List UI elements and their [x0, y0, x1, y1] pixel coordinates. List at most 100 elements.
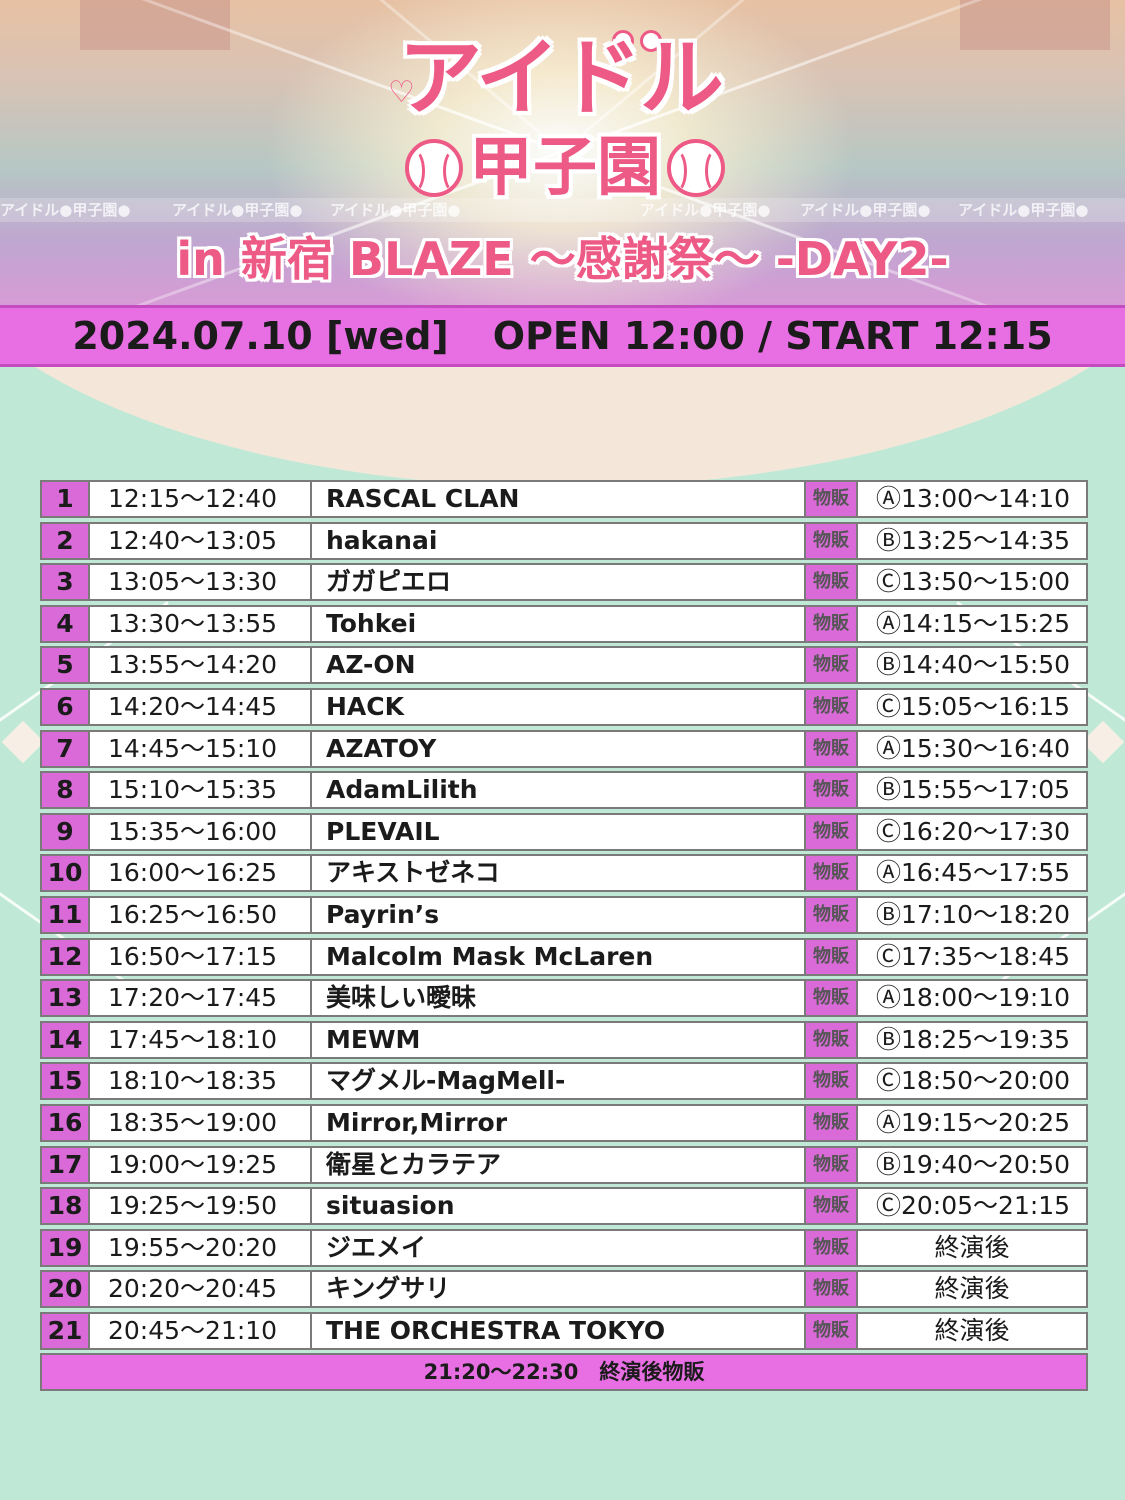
- goods-time: Ⓑ18:25～19:35: [876, 1024, 1071, 1054]
- artist-name: Tohkei: [312, 606, 806, 641]
- performance-time: 19:25～19:50: [90, 1189, 312, 1224]
- goods-time: Ⓒ18:50～20:00: [876, 1066, 1071, 1096]
- stadium-sign-right: [960, 0, 1110, 50]
- table-row: 19 19:55～20:20 ジエメイ 物販 終演後: [40, 1228, 1088, 1267]
- goods-time: Ⓒ16:20～17:30: [876, 816, 1071, 846]
- timetable: 1 12:15～12:40 RASCAL CLAN 物販 Ⓐ13:00～14:10 2 12…: [40, 480, 1088, 1392]
- table-row: 9 15:35～16:00 PLEVAIL 物販 Ⓒ16:20～17:30: [40, 812, 1088, 851]
- performance-time: 19:00～19:25: [90, 1147, 312, 1182]
- artist-name: HACK: [312, 689, 806, 724]
- performance-time: 13:05～13:30: [90, 565, 312, 600]
- slot-number: 12: [42, 939, 90, 974]
- artist-name: AdamLilith: [312, 773, 806, 808]
- performance-time: 15:35～16:00: [90, 814, 312, 849]
- table-row: 7 14:45～15:10 AZATOY 物販 Ⓐ15:30～16:40: [40, 729, 1088, 768]
- slot-number: 6: [42, 689, 90, 724]
- band-text: アイドル●甲子園●: [640, 201, 771, 219]
- slot-number: 4: [42, 606, 90, 641]
- artist-name: キングサリ: [312, 1272, 806, 1307]
- baseball-icon: [640, 30, 662, 52]
- goods-label: 物販: [806, 482, 858, 516]
- goods-label: 物販: [806, 523, 858, 558]
- performance-time: 12:15～12:40: [90, 482, 312, 516]
- infield-dirt: [0, 367, 1125, 487]
- goods-time: Ⓑ19:40～20:50: [876, 1149, 1071, 1179]
- slot-number: 5: [42, 648, 90, 683]
- goods-time: 終演後: [934, 1232, 1010, 1262]
- repeat-band: [0, 198, 1125, 222]
- goods-label: 物販: [806, 1272, 858, 1307]
- artist-name: Mirror,Mirror: [312, 1105, 806, 1140]
- table-row: 2 12:40～13:05 hakanai 物販 Ⓑ13:25～14:35: [40, 521, 1088, 560]
- table-row: 6 14:20～14:45 HACK 物販 Ⓒ15:05～16:15: [40, 687, 1088, 726]
- table-row: 13 17:20～17:45 美味しい曖昧 物販 Ⓐ18:00～19:10: [40, 979, 1088, 1018]
- slot-number: 16: [42, 1105, 90, 1140]
- event-times: OPEN 12:00 / START 12:15: [492, 314, 1053, 358]
- table-row: 1 12:15～12:40 RASCAL CLAN 物販 Ⓐ13:00～14:10: [40, 480, 1088, 518]
- slot-number: 11: [42, 897, 90, 932]
- slot-number: 15: [42, 1064, 90, 1099]
- artist-name: PLEVAIL: [312, 814, 806, 849]
- table-row: 12 16:50～17:15 Malcolm Mask McLaren 物販 Ⓒ17:3…: [40, 937, 1088, 976]
- performance-time: 19:55～20:20: [90, 1230, 312, 1265]
- band-text: アイドル●甲子園●: [172, 201, 303, 219]
- band-text: アイドル●甲子園●: [800, 201, 931, 219]
- heart-icon: ♡: [388, 75, 415, 110]
- goods-time: 終演後: [934, 1274, 1010, 1304]
- goods-label: 物販: [806, 1022, 858, 1057]
- artist-name: Malcolm Mask McLaren: [312, 939, 806, 974]
- baseball-icon: [405, 139, 463, 197]
- table-row: 20 20:20～20:45 キングサリ 物販 終演後: [40, 1270, 1088, 1309]
- artist-name: hakanai: [312, 523, 806, 558]
- goods-time: Ⓐ16:45～17:55: [876, 858, 1071, 888]
- performance-time: 12:40～13:05: [90, 523, 312, 558]
- goods-label: 物販: [806, 689, 858, 724]
- base-marker: [1081, 720, 1125, 764]
- artist-name: AZATOY: [312, 731, 806, 766]
- goods-label: 物販: [806, 606, 858, 641]
- artist-name: 美味しい曖昧: [312, 981, 806, 1016]
- artist-name: THE ORCHESTRA TOKYO: [312, 1313, 806, 1348]
- band-text: アイドル●甲子園●: [958, 201, 1089, 219]
- artist-name: situasion: [312, 1189, 806, 1224]
- goods-time: Ⓐ14:15～15:25: [876, 608, 1071, 638]
- slot-number: 2: [42, 523, 90, 558]
- artist-name: AZ-ON: [312, 648, 806, 683]
- goods-label: 物販: [806, 648, 858, 683]
- date-band: 2024.07.10 [wed] OPEN 12:00 / START 12:1…: [0, 305, 1125, 367]
- table-row: 15 18:10～18:35 マグメル-MagMell- 物販 Ⓒ18:50～20:00: [40, 1062, 1088, 1101]
- performance-time: 18:35～19:00: [90, 1105, 312, 1140]
- goods-time: Ⓐ18:00～19:10: [876, 983, 1071, 1013]
- artist-name: Payrin’s: [312, 897, 806, 932]
- slot-number: 7: [42, 731, 90, 766]
- base-marker: [1, 720, 45, 764]
- slot-number: 17: [42, 1147, 90, 1182]
- event-date: 2024.07.10 [wed]: [72, 314, 449, 358]
- goods-label: 物販: [806, 1189, 858, 1224]
- goods-label: 物販: [806, 1064, 858, 1099]
- goods-time: Ⓐ19:15～20:25: [876, 1107, 1071, 1137]
- performance-time: 16:25～16:50: [90, 897, 312, 932]
- artist-name: RASCAL CLAN: [312, 482, 806, 516]
- table-row: 10 16:00～16:25 アキストゼネコ 物販 Ⓐ16:45～17:55: [40, 854, 1088, 893]
- band-text: アイドル●甲子園●: [0, 201, 131, 219]
- performance-time: 14:20～14:45: [90, 689, 312, 724]
- goods-label: 物販: [806, 1313, 858, 1348]
- goods-label: 物販: [806, 1147, 858, 1182]
- table-row: 14 17:45～18:10 MEWM 物販 Ⓑ18:25～19:35: [40, 1020, 1088, 1059]
- goods-label: 物販: [806, 1230, 858, 1265]
- goods-time: Ⓒ17:35～18:45: [876, 941, 1071, 971]
- slot-number: 9: [42, 814, 90, 849]
- slot-number: 8: [42, 773, 90, 808]
- artist-name: ガガピエロ: [312, 565, 806, 600]
- goods-time: Ⓐ13:00～14:10: [876, 484, 1071, 513]
- logo-title: アイドル: [398, 29, 724, 127]
- table-row: 21 20:45～21:10 THE ORCHESTRA TOKYO 物販 終演後: [40, 1311, 1088, 1350]
- slot-number: 21: [42, 1313, 90, 1348]
- goods-time: Ⓒ20:05～21:15: [876, 1191, 1071, 1221]
- goods-label: 物販: [806, 731, 858, 766]
- event-subtitle: in 新宿 BLAZE ～感謝祭～ -DAY2-: [176, 232, 949, 286]
- table-row: 3 13:05～13:30 ガガピエロ 物販 Ⓒ13:50～15:00: [40, 563, 1088, 602]
- table-row: 18 19:25～19:50 situasion 物販 Ⓒ20:05～21:15: [40, 1187, 1088, 1226]
- performance-time: 16:00～16:25: [90, 856, 312, 891]
